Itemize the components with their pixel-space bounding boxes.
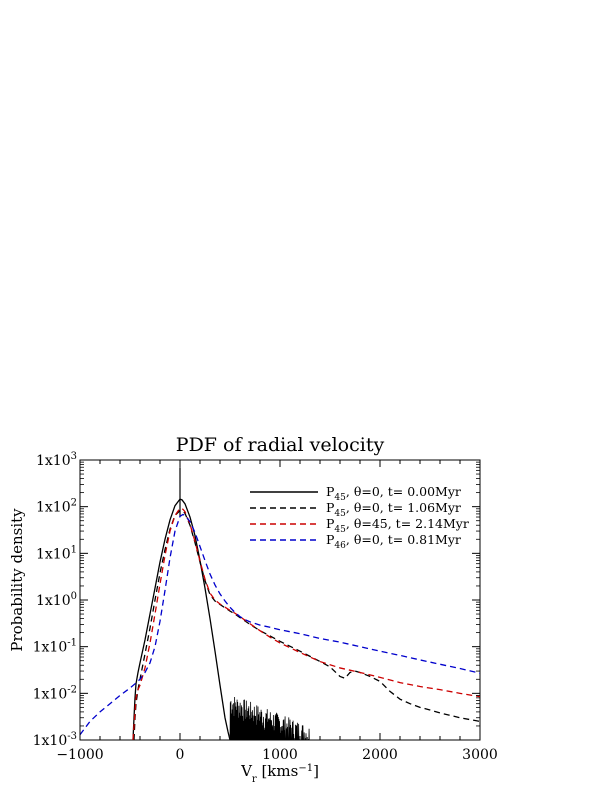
y-tick-label: 1x102 [36, 498, 77, 516]
series-line-s4 [80, 513, 480, 736]
y-tick-label: 1x10-1 [33, 638, 77, 656]
y-tick-label: 1x10-2 [33, 684, 77, 702]
x-tick-label: 1000 [262, 747, 298, 763]
y-axis-title: Probability density [8, 508, 26, 652]
y-tick-label: 1x101 [36, 544, 77, 562]
plot-area [79, 459, 481, 741]
series-line-s3 [132, 507, 480, 740]
legend-label-s1: P45, θ=0, t= 0.00Myr [326, 484, 461, 503]
series-line-s2 [133, 509, 480, 740]
legend-label-s3: P45, θ=45, t= 2.14Myr [326, 516, 469, 535]
y-tick-label: 1x100 [36, 591, 77, 609]
y-tick-labels: 1x10-3 1x10-2 1x10-1 1x100 1x101 1x102 1x103 [33, 451, 77, 749]
x-axis-title: Vr [kms−1] [240, 762, 319, 785]
tick-layer [79, 459, 481, 741]
legend-label-s4: P46, θ=0, t= 0.81Myr [326, 532, 461, 551]
series-line-s1 [132, 498, 231, 740]
x-tick-label: 3000 [462, 747, 498, 763]
x-tick-labels: −1000 0 1000 2000 3000 [56, 747, 498, 763]
chart-title: PDF of radial velocity [176, 434, 385, 456]
x-tick-label: −1000 [56, 747, 103, 763]
series-noise-s1 [229, 697, 311, 740]
legend-label-s2: P45, θ=0, t= 1.06Myr [326, 500, 461, 519]
x-tick-label: 0 [176, 747, 185, 763]
series-layer [80, 467, 480, 740]
y-tick-label: 1x103 [36, 451, 77, 469]
y-tick-label: 1x10-3 [33, 731, 77, 749]
x-tick-label: 2000 [362, 747, 398, 763]
